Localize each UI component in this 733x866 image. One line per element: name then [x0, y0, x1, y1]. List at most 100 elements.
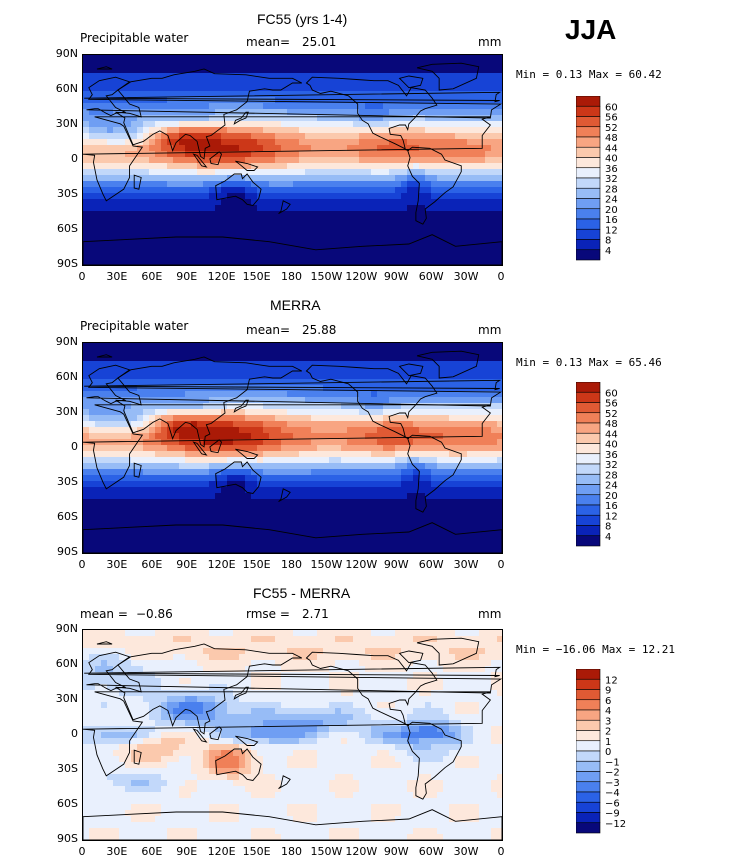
field-cell — [395, 211, 402, 218]
panel1-mean-label: mean= — [246, 35, 291, 49]
field-cell — [149, 151, 156, 158]
field-cell — [161, 523, 168, 530]
field-cell — [281, 175, 288, 182]
field-cell — [491, 103, 498, 110]
field-cell — [347, 121, 354, 128]
field-cell — [95, 391, 102, 398]
field-cell — [419, 67, 426, 74]
field-cell — [329, 391, 336, 398]
field-cell — [425, 193, 432, 200]
field-cell — [407, 187, 414, 194]
field-cell — [113, 235, 120, 242]
field-cell — [347, 403, 354, 410]
field-cell — [167, 397, 174, 404]
field-cell — [155, 403, 162, 410]
field-cell — [473, 79, 480, 86]
field-cell — [479, 391, 486, 398]
field-cell — [257, 67, 264, 74]
field-cell — [329, 145, 336, 152]
field-cell — [95, 361, 102, 368]
field-cell — [419, 79, 426, 86]
field-cell — [425, 367, 432, 374]
field-cell — [461, 85, 468, 92]
field-cell — [479, 61, 486, 68]
field-cell — [233, 421, 240, 428]
field-cell — [449, 475, 456, 482]
field-cell — [155, 181, 162, 188]
field-cell — [341, 217, 348, 224]
field-cell — [233, 115, 240, 122]
field-cell — [443, 475, 450, 482]
field-cell — [479, 79, 486, 86]
field-cell — [329, 121, 336, 128]
field-cell — [179, 457, 186, 464]
field-cell — [323, 139, 330, 146]
field-cell — [257, 247, 264, 254]
field-cell — [425, 409, 432, 416]
field-cell — [323, 97, 330, 104]
field-cell — [305, 79, 312, 86]
field-cell — [257, 385, 264, 392]
field-cell — [485, 349, 492, 356]
field-cell — [149, 493, 156, 500]
field-cell — [233, 415, 240, 422]
field-cell — [149, 517, 156, 524]
field-cell — [425, 55, 432, 62]
field-cell — [125, 103, 132, 110]
field-cell — [149, 163, 156, 170]
field-cell — [143, 343, 150, 350]
field-cell — [215, 529, 222, 536]
field-cell — [257, 145, 264, 152]
field-cell — [431, 211, 438, 218]
field-cell — [293, 175, 300, 182]
field-cell — [227, 445, 234, 452]
field-cell — [161, 103, 168, 110]
field-cell — [269, 379, 276, 386]
field-cell — [155, 421, 162, 428]
field-cell — [401, 451, 408, 458]
field-cell — [257, 79, 264, 86]
field-cell — [113, 73, 120, 80]
field-cell — [95, 205, 102, 212]
field-cell — [413, 343, 420, 350]
field-cell — [347, 151, 354, 158]
field-cell — [479, 187, 486, 194]
field-cell — [473, 421, 480, 428]
field-cell — [197, 343, 204, 350]
field-cell — [407, 349, 414, 356]
field-cell — [317, 163, 324, 170]
field-cell — [173, 505, 180, 512]
field-cell — [245, 169, 252, 176]
field-cell — [407, 487, 414, 494]
field-cell — [443, 463, 450, 470]
field-cell — [185, 541, 192, 548]
field-cell — [251, 103, 258, 110]
field-cell — [473, 487, 480, 494]
field-cell — [431, 469, 438, 476]
field-cell — [173, 55, 180, 62]
field-cell — [413, 409, 420, 416]
field-cell — [143, 145, 150, 152]
field-cell — [239, 241, 246, 248]
field-cell — [491, 409, 498, 416]
field-cell — [221, 79, 228, 86]
field-cell — [353, 499, 360, 506]
field-cell — [119, 151, 126, 158]
field-cell — [155, 175, 162, 182]
field-cell — [473, 115, 480, 122]
field-cell — [275, 511, 282, 518]
field-cell — [119, 55, 126, 62]
field-cell — [311, 205, 318, 212]
field-cell — [347, 175, 354, 182]
field-cell — [323, 379, 330, 386]
field-cell — [353, 205, 360, 212]
field-cell — [305, 523, 312, 530]
field-cell — [161, 481, 168, 488]
field-cell — [161, 211, 168, 218]
field-cell — [299, 187, 306, 194]
field-cell — [473, 427, 480, 434]
field-cell — [311, 127, 318, 134]
field-cell — [113, 169, 120, 176]
coastline-asia — [115, 68, 303, 160]
field-cell — [113, 79, 120, 86]
